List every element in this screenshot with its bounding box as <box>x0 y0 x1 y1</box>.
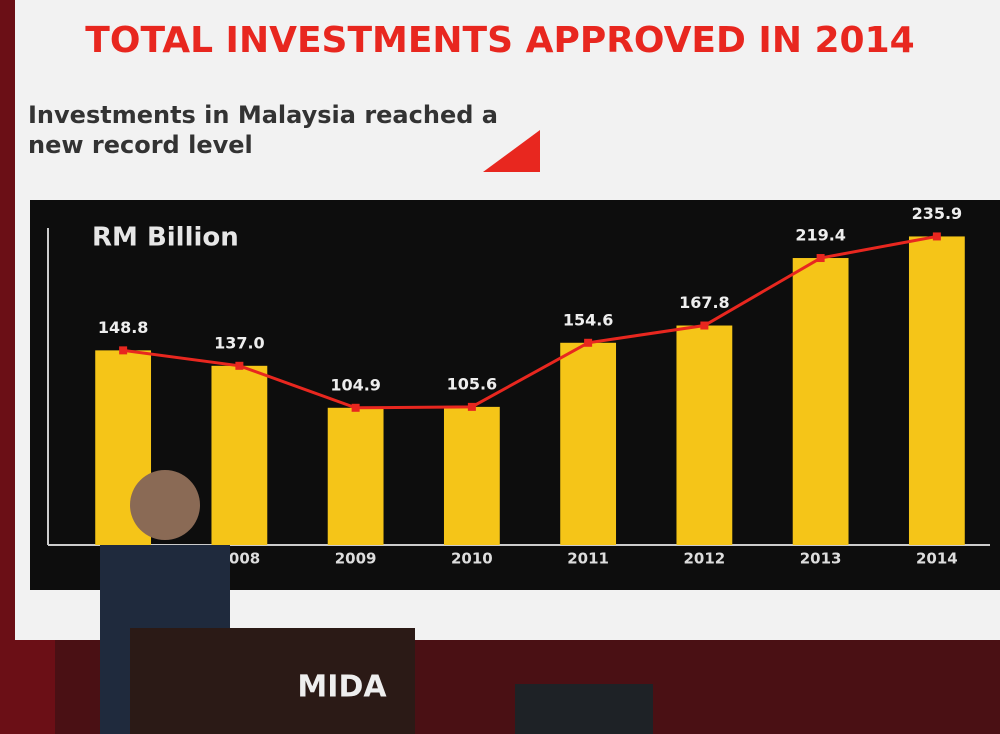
line-point <box>584 338 593 347</box>
subtitle-box: Investments in Malaysia reached a new re… <box>28 101 498 159</box>
line-point <box>467 402 476 411</box>
accent <box>483 130 540 172</box>
value-label: 167.8 <box>679 293 730 312</box>
line-point <box>932 232 941 241</box>
bar <box>327 407 384 545</box>
trend-line <box>122 234 938 410</box>
x-tick-label: 2014 <box>916 550 958 568</box>
value-label: 137.0 <box>214 333 265 352</box>
bar <box>443 406 500 545</box>
value-label: 219.4 <box>795 226 846 245</box>
value-label: 154.6 <box>563 310 614 329</box>
x-tick-label: 2012 <box>684 550 726 568</box>
line-point <box>700 321 709 330</box>
line-point <box>351 403 360 412</box>
x-tick-label: 2009 <box>335 550 377 568</box>
podium-logo: MIDA <box>297 670 387 705</box>
y-axis-label: RM Billion <box>92 223 239 253</box>
speaker-box <box>515 684 653 734</box>
chart-title: TOTAL INVESTMENTS APPROVED IN 2014 <box>85 20 914 61</box>
chart-subtitle: Investments in Malaysia reached a new re… <box>28 101 498 159</box>
x-tick-label: 2010 <box>451 550 493 568</box>
podium <box>130 628 415 734</box>
bar <box>676 325 733 545</box>
value-label: 235.9 <box>912 204 963 223</box>
line-point <box>119 346 128 355</box>
x-tick-label: 2013 <box>800 550 842 568</box>
bar <box>908 236 965 545</box>
bar <box>211 365 268 545</box>
bar <box>792 258 849 545</box>
value-label: 148.8 <box>98 318 149 337</box>
value-label: 105.6 <box>447 374 498 393</box>
line-point <box>235 361 244 370</box>
plot: 2008 2009 2010 2011 2012 2013 2014148.8137.010… <box>95 204 965 568</box>
value-label: 104.9 <box>330 375 381 394</box>
speaker-head <box>130 470 200 540</box>
x-tick-label: 2011 <box>567 550 609 568</box>
bar <box>560 342 617 545</box>
line-point <box>816 254 825 263</box>
